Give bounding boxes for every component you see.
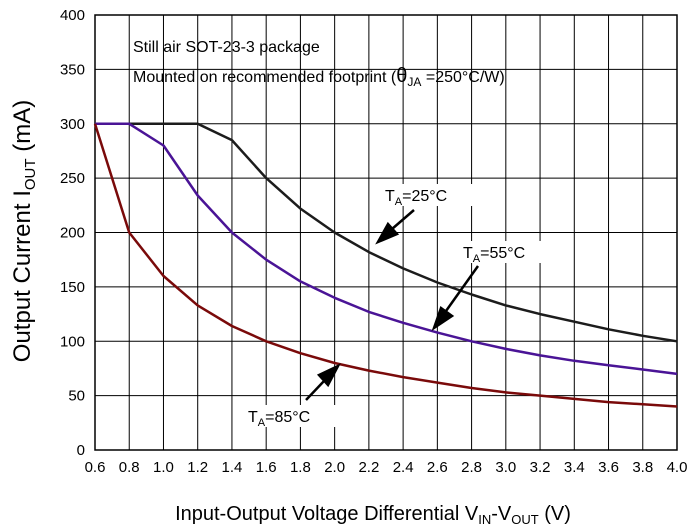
x-tick-label: 2.2	[358, 459, 379, 476]
y-tick-label: 100	[60, 333, 85, 350]
label-25-bg	[382, 184, 474, 206]
x-tick-label: 2.0	[324, 459, 345, 476]
x-axis-title: Input-Output Voltage Differential VIN-VO…	[175, 503, 571, 527]
y-tick-label: 300	[60, 116, 85, 133]
label-25c: TA=25°C	[385, 188, 447, 208]
arrow-85c	[305, 363, 341, 401]
x-tick-label: 2.6	[427, 459, 448, 476]
x-tick-label: 4.0	[667, 459, 688, 476]
x-tick-label: 1.8	[290, 459, 311, 476]
x-tick-label: 3.6	[598, 459, 619, 476]
x-tick-label: 1.6	[256, 459, 277, 476]
note-footprint-suffix: =250°C/W)	[421, 69, 504, 86]
y-axis-title: Output Current IOUT (mA)	[9, 100, 39, 362]
series-line-1	[95, 122, 678, 376]
y-tick-label: 200	[60, 225, 85, 242]
x-tick-label: 3.8	[632, 459, 653, 476]
theta-symbol: θ	[396, 65, 407, 87]
label-55-bg	[460, 241, 552, 263]
x-tick-label: 1.2	[187, 459, 208, 476]
y-tick-label: 150	[60, 279, 85, 296]
y-tick-label: 50	[68, 388, 85, 405]
x-tick-label: 3.0	[495, 459, 516, 476]
arrow-25c	[375, 209, 415, 245]
x-tick-label: 1.4	[222, 459, 243, 476]
y-tick-label: 350	[60, 61, 85, 78]
x-tick-label: 3.2	[530, 459, 551, 476]
x-tick-label: 3.4	[564, 459, 585, 476]
theta-subscript: JA	[407, 75, 421, 89]
label-55c: TA=55°C	[463, 245, 525, 265]
x-tick-label: 2.4	[393, 459, 414, 476]
tick-labels: 0.6 0.8 1.0 1.2 1.4 1.6 1.8 2.0 2.2 2.4 2.6 2.8 3.0 3…	[60, 7, 687, 476]
note-footprint: Mounted on recommended footprint (θJA =2…	[133, 65, 505, 89]
note-package: Still air SOT-23-3 package	[133, 39, 320, 56]
label-85-bg	[245, 405, 337, 427]
y-tick-label: 400	[60, 7, 85, 24]
series-lines	[93, 122, 678, 408]
x-tick-label: 0.8	[119, 459, 140, 476]
x-tick-label: 2.8	[461, 459, 482, 476]
x-tick-label: 0.6	[85, 459, 106, 476]
y-tick-label: 250	[60, 170, 85, 187]
plot-frame	[94, 14, 678, 451]
label-85c: TA=85°C	[248, 409, 310, 429]
series-line-2	[93, 123, 678, 408]
arrow-55c	[431, 265, 480, 332]
y-tick-label: 0	[77, 442, 85, 459]
note-footprint-prefix: Mounted on recommended footprint (	[133, 69, 397, 86]
series-line-0	[95, 122, 678, 343]
x-tick-label: 1.0	[153, 459, 174, 476]
